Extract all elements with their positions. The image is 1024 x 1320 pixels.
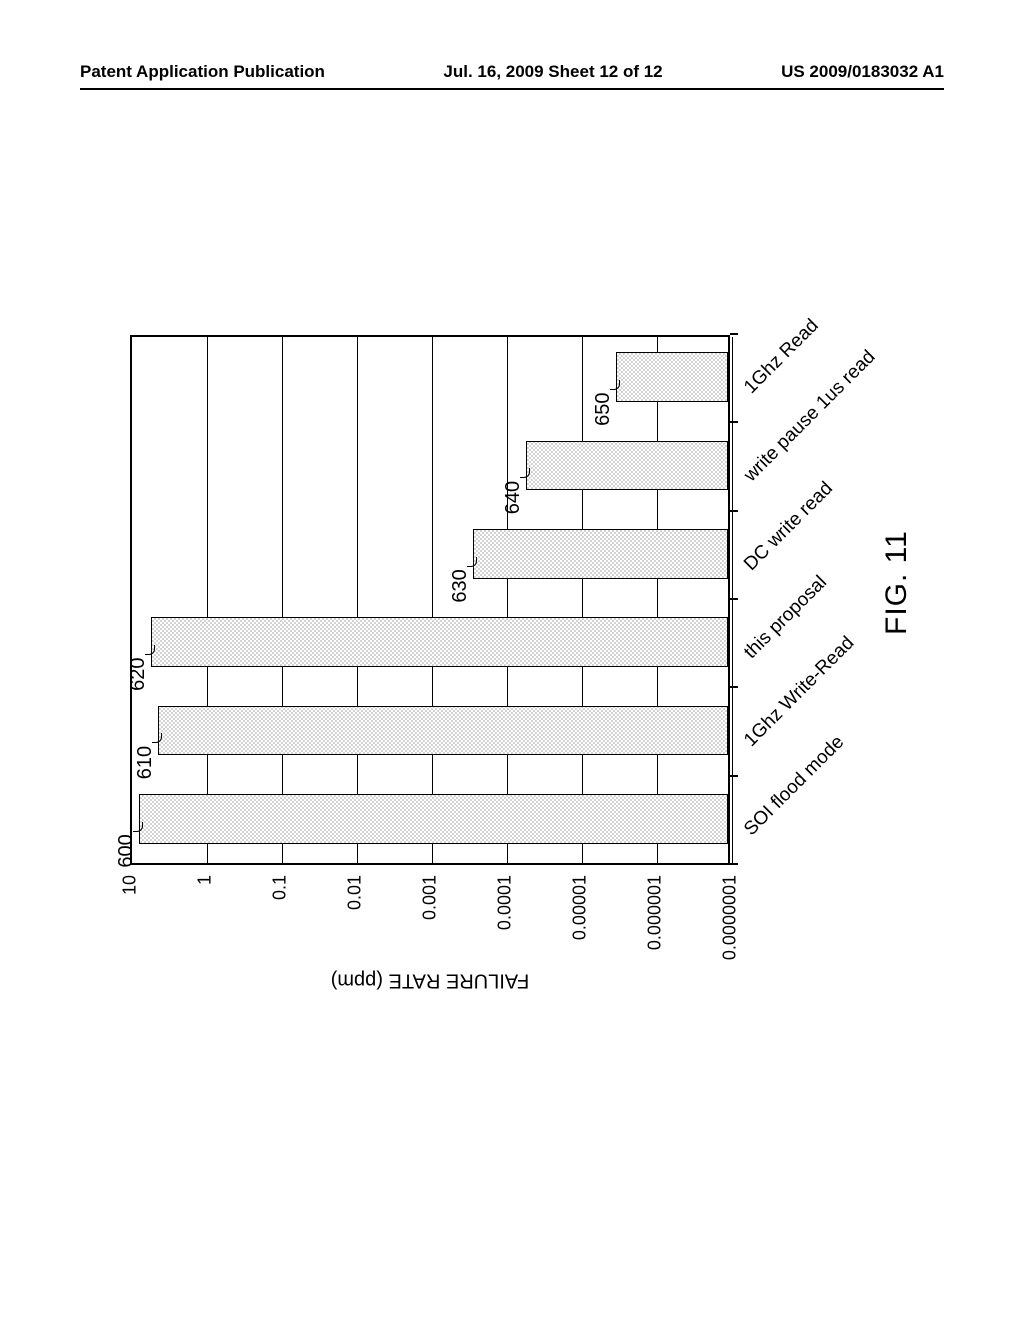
- bar-fill: [474, 530, 727, 577]
- y-tick-label: 10: [120, 875, 141, 995]
- chart-rotated-group: FAILURE RATE (ppm) 1010.10.010.0010.0001…: [145, 230, 875, 1030]
- y-tick-label: 0.000001: [645, 875, 666, 995]
- x-tick-mark: [730, 333, 738, 335]
- gridline: [432, 337, 433, 863]
- x-tick-mark: [730, 863, 738, 865]
- bar: [526, 441, 729, 490]
- chart-container: FAILURE RATE (ppm) 1010.10.010.0010.0001…: [110, 265, 910, 995]
- page-header: Patent Application Publication Jul. 16, …: [80, 62, 944, 82]
- y-tick-label: 0.01: [345, 875, 366, 995]
- x-tick-mark: [730, 598, 738, 600]
- header-left: Patent Application Publication: [80, 62, 325, 82]
- bar-annotation: 650: [592, 393, 615, 426]
- x-tick-label: this proposal: [740, 572, 832, 664]
- bar-fill: [140, 795, 727, 842]
- y-tick-label: 0.001: [420, 875, 441, 995]
- bar-annotation: 600: [115, 834, 138, 867]
- bar-annotation: 630: [449, 569, 472, 602]
- gridline: [357, 337, 358, 863]
- bar: [151, 617, 729, 666]
- gridline: [207, 337, 208, 863]
- header-rule: [80, 88, 944, 90]
- bar-fill: [152, 618, 728, 665]
- bar: [473, 529, 728, 578]
- x-tick-mark: [730, 510, 738, 512]
- x-tick-label: DC write read: [740, 478, 838, 576]
- bar-fill: [617, 353, 728, 400]
- bar: [158, 706, 728, 755]
- y-tick-label: 0.0000001: [720, 875, 741, 995]
- x-tick-mark: [730, 686, 738, 688]
- x-tick-mark: [730, 421, 738, 423]
- bar-annotation: 610: [134, 746, 157, 779]
- gridline: [282, 337, 283, 863]
- y-tick-label: 0.00001: [570, 875, 591, 995]
- gridline: [582, 337, 583, 863]
- x-tick-mark: [730, 775, 738, 777]
- gridline: [732, 337, 733, 863]
- bar-annotation: 640: [502, 481, 525, 514]
- annotation-leader: [610, 380, 620, 390]
- header-right: US 2009/0183032 A1: [781, 62, 944, 82]
- y-tick-label: 1: [195, 875, 216, 995]
- bar-fill: [527, 442, 728, 489]
- bar-fill: [159, 707, 727, 754]
- bar-annotation: 620: [127, 658, 150, 691]
- chart-inner: FAILURE RATE (ppm) 1010.10.010.0010.0001…: [110, 265, 910, 995]
- y-tick-label: 0.1: [270, 875, 291, 995]
- bar: [616, 352, 729, 401]
- gridline: [657, 337, 658, 863]
- annotation-leader: [145, 645, 155, 655]
- bar: [139, 794, 728, 843]
- x-tick-label: 1Ghz Read: [740, 315, 824, 399]
- plot-box: [130, 335, 730, 865]
- header-center: Jul. 16, 2009 Sheet 12 of 12: [443, 62, 662, 82]
- figure-label: FIG. 11: [880, 530, 914, 635]
- y-tick-label: 0.0001: [495, 875, 516, 995]
- gridline: [507, 337, 508, 863]
